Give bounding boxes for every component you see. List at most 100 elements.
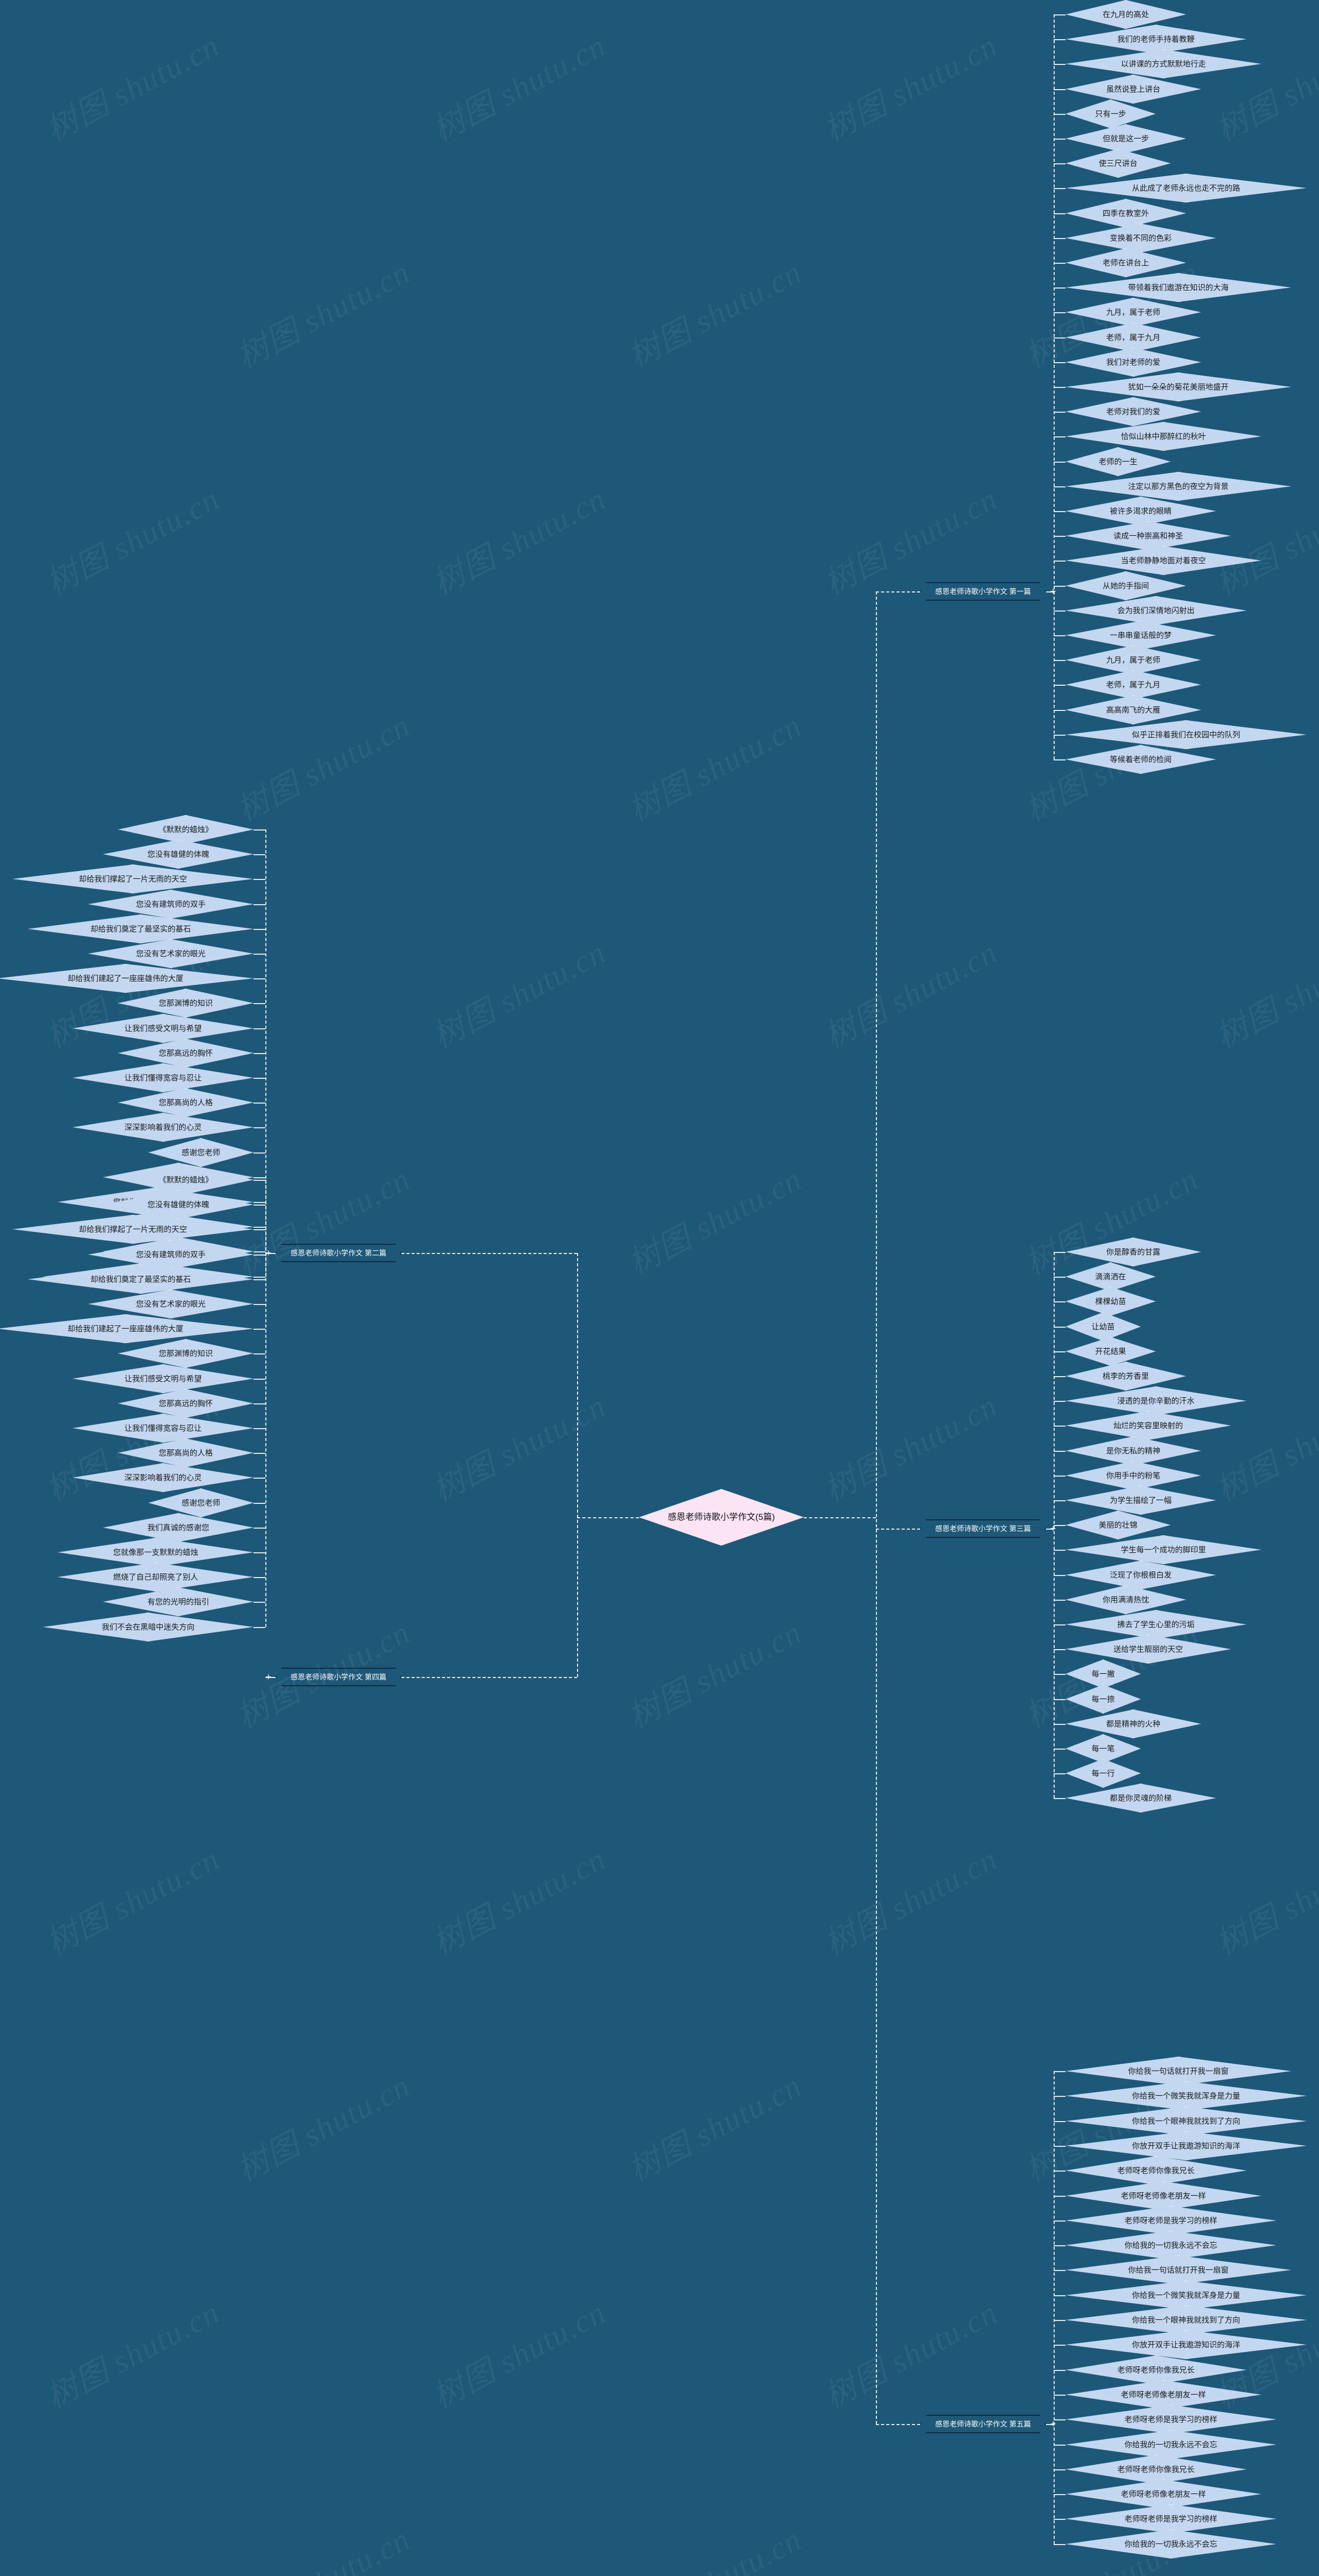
- leaf-node[interactable]: 让我们感受文明与希望: [73, 1364, 253, 1393]
- leaf-node[interactable]: 感谢您老师: [148, 1138, 253, 1167]
- leaf-node[interactable]: 恰似山林中那醉红的秋叶: [1066, 422, 1261, 451]
- leaf-node[interactable]: 在九月的高处: [1066, 0, 1186, 29]
- leaf-node[interactable]: 开花结果: [1066, 1337, 1156, 1366]
- leaf-node[interactable]: 都是精神的火种: [1066, 1709, 1201, 1738]
- leaf-node[interactable]: 每一撇: [1066, 1659, 1141, 1688]
- leaf-node[interactable]: 会为我们深情地闪射出: [1066, 596, 1246, 625]
- leaf-node[interactable]: 您那高尚的人格: [118, 1438, 253, 1467]
- leaf-node[interactable]: 九月，属于老师: [1066, 298, 1201, 327]
- leaf-node[interactable]: 当老师静静地面对着夜空: [1066, 546, 1261, 575]
- leaf-node[interactable]: 四季在教室外: [1066, 199, 1186, 228]
- leaf-node[interactable]: 都是你灵魂的阶梯: [1066, 1784, 1216, 1812]
- leaf-node[interactable]: 你放开双手让我遨游知识的海洋: [1066, 2330, 1307, 2359]
- leaf-node[interactable]: 虽然说登上讲台: [1066, 75, 1201, 104]
- leaf-node[interactable]: 一串串童话般的梦: [1066, 621, 1216, 650]
- leaf-node[interactable]: 您没有建筑师的双手: [88, 890, 253, 919]
- leaf-node[interactable]: 带领着我们遨游在知识的大海: [1066, 273, 1291, 302]
- leaf-node[interactable]: 注定以那方黑色的夜空为背景: [1066, 472, 1291, 501]
- leaf-node[interactable]: 棵棵幼苗: [1066, 1287, 1156, 1316]
- leaf-node[interactable]: 你给我一个眼神我就找到了方向: [1066, 2107, 1307, 2136]
- leaf-node[interactable]: 你是醇香的甘露: [1066, 1238, 1201, 1266]
- collapse-toggle-icon[interactable]: +: [265, 1672, 272, 1682]
- leaf-node[interactable]: 您那渊博的知识: [118, 1339, 253, 1368]
- leaf-node[interactable]: 等候着老师的检阅: [1066, 745, 1216, 774]
- leaf-node[interactable]: 您没有艺术家的眼光: [88, 1290, 253, 1318]
- leaf-node[interactable]: 感谢您老师: [148, 1488, 253, 1517]
- leaf-node[interactable]: 让我们懂得宽容与忍让: [73, 1063, 253, 1092]
- leaf-node[interactable]: 我们真诚的感谢您: [103, 1513, 253, 1542]
- leaf-node[interactable]: 泛现了你根根白发: [1066, 1561, 1216, 1589]
- leaf-node[interactable]: 我们对老师的爱: [1066, 348, 1201, 377]
- leaf-node[interactable]: 深深影响着我们的心灵: [73, 1463, 253, 1492]
- leaf-node[interactable]: 您那渊博的知识: [118, 989, 253, 1018]
- leaf-node[interactable]: 老师的一生: [1066, 447, 1171, 476]
- leaf-node[interactable]: 犹如一朵朵的菊花美丽地盛开: [1066, 372, 1291, 401]
- leaf-node[interactable]: 我们的老师手持着教鞭: [1066, 25, 1246, 54]
- leaf-node[interactable]: 你用满清热忱: [1066, 1585, 1186, 1614]
- leaf-node[interactable]: 让我们懂得宽容与忍让: [73, 1414, 253, 1443]
- branch-node[interactable]: 感恩老师诗歌小学作文 第一篇: [920, 582, 1046, 601]
- leaf-node[interactable]: 变换着不同的色彩: [1066, 224, 1216, 252]
- leaf-node[interactable]: 滴滴洒在: [1066, 1262, 1156, 1291]
- leaf-node[interactable]: 却给我们奠定了最坚实的基石: [28, 914, 253, 943]
- leaf-node[interactable]: 老师，属于九月: [1066, 670, 1201, 699]
- leaf-node[interactable]: 却给我们建起了一座座雄伟的大厦: [0, 1314, 253, 1343]
- leaf-node[interactable]: 九月，属于老师: [1066, 646, 1201, 674]
- leaf-node[interactable]: 您那高尚的人格: [118, 1088, 253, 1117]
- leaf-node[interactable]: 你给我的一切我永远不会忘: [1066, 2430, 1276, 2459]
- leaf-node[interactable]: 老师呀老师你像我兄长: [1066, 2156, 1246, 2185]
- leaf-node[interactable]: 老师呀老师是我学习的榜样: [1066, 2504, 1276, 2533]
- leaf-node[interactable]: 老师呀老师像老朋友一样: [1066, 2480, 1261, 2509]
- collapse-toggle-icon[interactable]: +: [1050, 1523, 1057, 1533]
- leaf-node[interactable]: 老师，属于九月: [1066, 323, 1201, 352]
- leaf-node[interactable]: 使三尺讲台: [1066, 149, 1171, 178]
- leaf-node[interactable]: 老师在讲台上: [1066, 248, 1186, 277]
- leaf-node[interactable]: 深深影响着我们的心灵: [73, 1113, 253, 1142]
- leaf-node[interactable]: 我们不会在黑暗中迷失方向: [43, 1613, 253, 1641]
- leaf-node[interactable]: 老师呀老师像老朋友一样: [1066, 2380, 1261, 2409]
- leaf-node[interactable]: 以讲课的方式默默地行走: [1066, 49, 1261, 78]
- leaf-node[interactable]: 老师对我们的爱: [1066, 397, 1201, 426]
- leaf-node[interactable]: 浸透的是你辛勤的汗水: [1066, 1386, 1246, 1415]
- leaf-node[interactable]: 《默默的蜡烛》: [118, 1165, 253, 1194]
- leaf-node[interactable]: 只有一步: [1066, 99, 1156, 128]
- leaf-node[interactable]: 每一笔: [1066, 1734, 1141, 1763]
- leaf-node[interactable]: 却给我们建起了一座座雄伟的大厦: [0, 964, 253, 993]
- leaf-node[interactable]: 老师呀老师你像我兄长: [1066, 2455, 1246, 2484]
- collapse-toggle-icon[interactable]: +: [1050, 2419, 1057, 2429]
- leaf-node[interactable]: 老师呀老师你像我兄长: [1066, 2355, 1246, 2384]
- leaf-node[interactable]: 学生每一个成功的脚印里: [1066, 1535, 1261, 1564]
- leaf-node[interactable]: 被许多渴求的眼睛: [1066, 497, 1216, 526]
- leaf-node[interactable]: 你给我一句话就打开我一扇窗: [1066, 2057, 1291, 2086]
- leaf-node[interactable]: 但就是这一步: [1066, 124, 1186, 153]
- branch-node[interactable]: 感恩老师诗歌小学作文 第四篇: [276, 1668, 401, 1686]
- leaf-node[interactable]: 每一行: [1066, 1759, 1141, 1788]
- leaf-node[interactable]: 你用手中的粉笔: [1066, 1461, 1201, 1490]
- leaf-node[interactable]: 你给我一句话就打开我一扇窗: [1066, 2256, 1291, 2284]
- leaf-node[interactable]: 桃李的芳香里: [1066, 1362, 1186, 1391]
- leaf-node[interactable]: 高高南飞的大雁: [1066, 696, 1201, 724]
- leaf-node[interactable]: 灿烂的笑容里映射的: [1066, 1411, 1231, 1440]
- leaf-node[interactable]: 有您的光明的指引: [103, 1587, 253, 1616]
- leaf-node[interactable]: 您没有建筑师的双手: [88, 1240, 253, 1269]
- root-node[interactable]: 感恩老师诗歌小学作文(5篇): [639, 1489, 804, 1546]
- leaf-node[interactable]: 你给我一个微笑我就浑身是力量: [1066, 2281, 1307, 2310]
- leaf-node[interactable]: 您没有艺术家的眼光: [88, 939, 253, 968]
- leaf-node[interactable]: 拂去了学生心里的污垢: [1066, 1610, 1246, 1639]
- leaf-node[interactable]: 你给我的一切我永远不会忘: [1066, 2530, 1276, 2558]
- collapse-toggle-icon[interactable]: +: [265, 1248, 272, 1258]
- leaf-node[interactable]: 你给我一个微笑我就浑身是力量: [1066, 2081, 1307, 2110]
- leaf-node[interactable]: 您就像那一支默默的蜡烛: [58, 1538, 253, 1567]
- leaf-node[interactable]: 却给我们奠定了最坚实的基石: [28, 1265, 253, 1294]
- leaf-node[interactable]: 你放开双手让我遨游知识的海洋: [1066, 2131, 1307, 2160]
- leaf-node[interactable]: 似乎正排着我们在校园中的队列: [1066, 720, 1307, 749]
- leaf-node[interactable]: 为学生描绘了一幅: [1066, 1486, 1216, 1515]
- leaf-node[interactable]: 却给我们撑起了一片无雨的天空: [12, 865, 253, 893]
- leaf-node[interactable]: 让我们感受文明与希望: [73, 1014, 253, 1043]
- leaf-node[interactable]: 却给我们撑起了一片无雨的天空: [12, 1215, 253, 1244]
- leaf-node[interactable]: 从她的手指间: [1066, 571, 1186, 600]
- leaf-node[interactable]: 你给我一个眼神我就找到了方向: [1066, 2306, 1307, 2334]
- leaf-node[interactable]: 送给学生靓丽的天空: [1066, 1635, 1231, 1664]
- leaf-node[interactable]: 读成一种崇高和神圣: [1066, 521, 1231, 550]
- leaf-node[interactable]: 老师呀老师像老朋友一样: [1066, 2181, 1261, 2210]
